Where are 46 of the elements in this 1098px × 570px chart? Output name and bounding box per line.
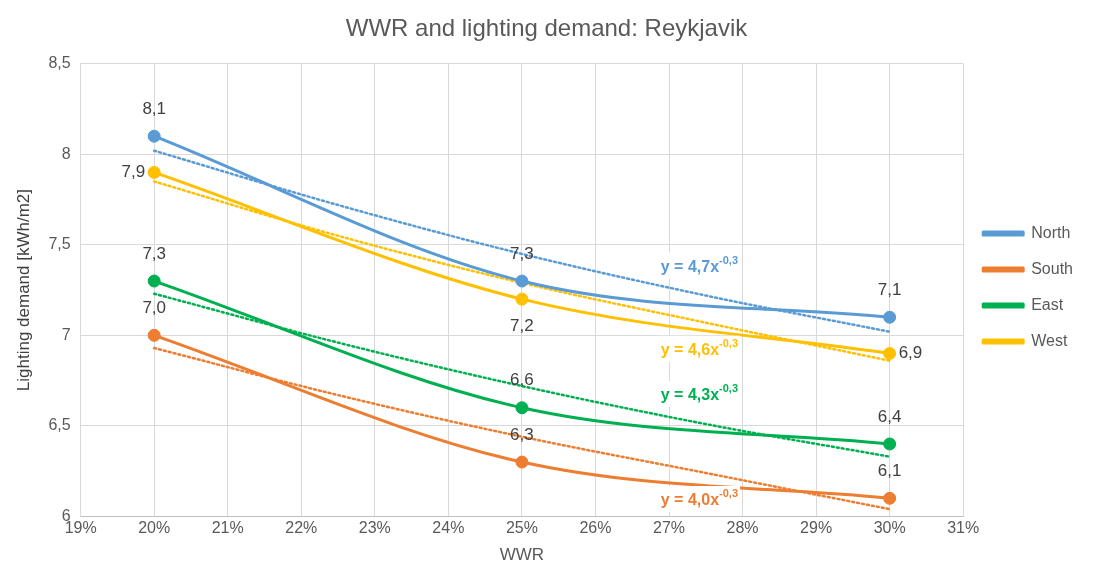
data-label: 7,1 <box>877 279 902 299</box>
point <box>883 310 897 324</box>
x-tick-label: 26% <box>579 519 612 537</box>
y-axis-title: Lighting demand [kWh/m2] <box>13 188 33 392</box>
data-label: 7,2 <box>510 315 534 335</box>
y-tick-label: 6,5 <box>48 416 71 434</box>
legend-label: West <box>1031 331 1068 349</box>
x-tick-label: 20% <box>138 519 171 537</box>
x-tick-label: 29% <box>800 519 833 537</box>
data-label: 6,4 <box>877 406 902 426</box>
x-tick-label: 27% <box>652 519 686 537</box>
point <box>883 346 897 360</box>
x-tick-label: 31% <box>947 519 980 537</box>
point <box>883 491 897 505</box>
point <box>515 455 529 469</box>
data-label: 7,0 <box>142 298 167 318</box>
y-tick-label: 8,5 <box>48 54 71 72</box>
point <box>515 274 529 288</box>
data-label: 7,3 <box>142 243 167 263</box>
chart-title: WWR and lighting demand: Reykjavik <box>345 14 749 42</box>
point <box>515 401 529 415</box>
y-tick-label: 7 <box>61 325 71 343</box>
point <box>147 129 161 143</box>
x-tick-label: 23% <box>358 519 391 537</box>
x-tick-label: 21% <box>211 519 244 537</box>
data-label: 8,1 <box>142 98 167 118</box>
x-tick-label: 22% <box>285 519 318 537</box>
x-tick-label: 24% <box>432 519 465 537</box>
y-tick-label: 8 <box>61 144 71 162</box>
legend-label: South <box>1031 259 1073 277</box>
data-label: 6,9 <box>898 343 923 363</box>
x-tick-label: 30% <box>873 519 906 537</box>
point <box>147 274 161 288</box>
data-label: 6,6 <box>510 370 534 390</box>
data-label: 6,1 <box>877 460 902 480</box>
legend-label: North <box>1031 223 1071 241</box>
point <box>147 165 161 179</box>
y-tick-label: 7,5 <box>48 235 71 253</box>
point <box>147 328 161 342</box>
point <box>883 437 897 451</box>
data-label: 7,9 <box>121 162 146 182</box>
x-tick-label: 25% <box>505 519 538 537</box>
x-tick-label: 28% <box>726 519 759 537</box>
point <box>515 292 529 306</box>
x-axis-title: WWR <box>499 545 545 565</box>
legend-label: East <box>1031 295 1064 313</box>
